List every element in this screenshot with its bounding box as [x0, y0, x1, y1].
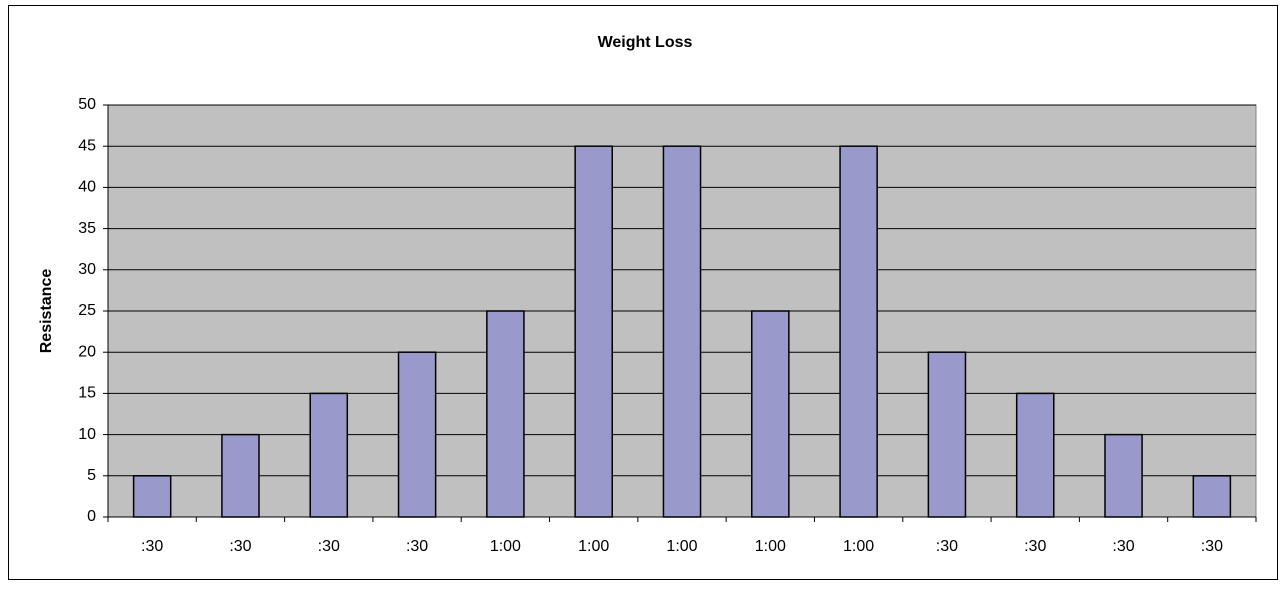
x-tick-label: :30	[229, 538, 251, 555]
x-tick-label: 1:00	[666, 538, 697, 555]
y-tick-label: 5	[87, 467, 96, 484]
y-tick-label: 30	[78, 261, 96, 278]
bar	[1192, 475, 1232, 518]
x-tick-label: :30	[141, 538, 163, 555]
bar	[662, 145, 702, 518]
y-tick-label: 45	[78, 137, 96, 154]
x-tick-label: :30	[936, 538, 958, 555]
bar	[1104, 433, 1143, 518]
x-tick-label: 1:00	[578, 538, 609, 555]
x-tick-label: :30	[1112, 538, 1134, 555]
y-tick-label: 0	[87, 508, 96, 525]
x-tick-label: 1:00	[490, 538, 521, 555]
y-tick-label: 15	[78, 385, 96, 402]
bar	[927, 351, 967, 518]
x-tick-label: :30	[318, 538, 340, 555]
y-tick-label: 35	[78, 220, 96, 237]
chart-title: Weight Loss	[598, 34, 693, 51]
bar	[839, 145, 878, 518]
x-tick-label: :30	[406, 538, 428, 555]
bar	[132, 475, 172, 518]
bar	[574, 145, 613, 518]
y-tick-label: 20	[78, 343, 96, 360]
bar	[486, 310, 525, 518]
x-tick-label: :30	[1201, 538, 1223, 555]
x-tick-label: :30	[1024, 538, 1046, 555]
bar	[309, 392, 349, 518]
bar	[397, 351, 437, 518]
y-tick-label: 50	[78, 96, 96, 113]
bar	[751, 310, 790, 518]
x-tick-label: 1:00	[843, 538, 874, 555]
y-tick-label: 25	[78, 302, 96, 319]
x-tick-label: 1:00	[755, 538, 786, 555]
y-tick-label: 10	[78, 426, 96, 443]
bar	[221, 433, 260, 518]
y-axis-title: Resistance	[38, 269, 55, 354]
bar	[1015, 392, 1055, 518]
y-tick-label: 40	[78, 179, 96, 196]
